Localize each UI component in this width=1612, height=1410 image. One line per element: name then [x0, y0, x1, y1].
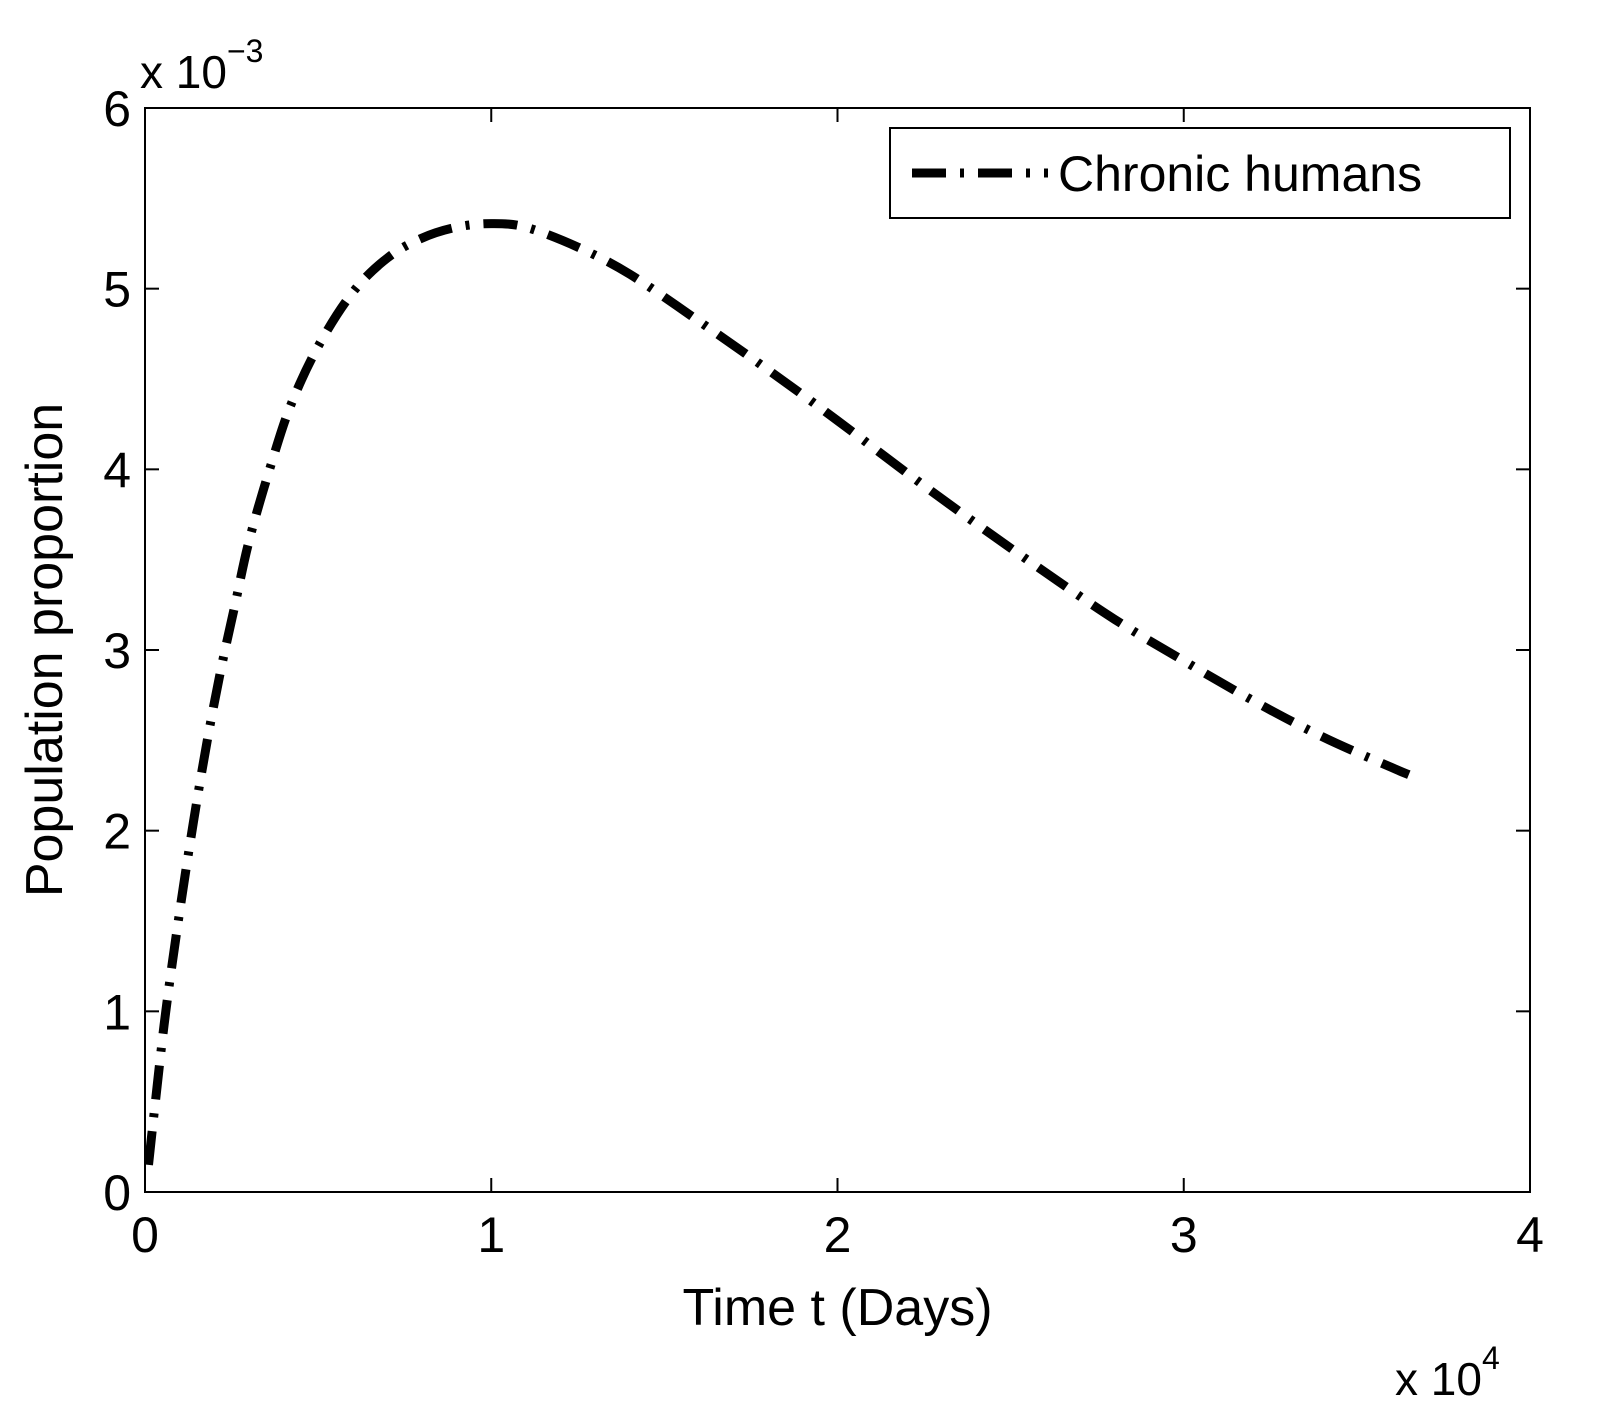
- x-tick-label: 0: [131, 1207, 159, 1263]
- y-axis-label: Population proportion: [16, 403, 74, 897]
- x-tick-label: 3: [1170, 1207, 1198, 1263]
- y-tick-label: 3: [103, 623, 131, 679]
- y-axis-ticks: 0 1 2 3 4 5 6: [103, 81, 1530, 1221]
- series-line-chronic-humans: [144, 219, 1411, 1166]
- x-tick-label: 1: [477, 1207, 505, 1263]
- x-multiplier-base: x 10: [1395, 1353, 1482, 1405]
- y-tick-label: 4: [103, 442, 131, 498]
- legend-label-chronic-humans: Chronic humans: [1058, 146, 1422, 202]
- y-tick-label: 0: [103, 1165, 131, 1221]
- x-axis-label: Time t (Days): [682, 1279, 992, 1337]
- y-multiplier-exponent: −3: [227, 33, 263, 69]
- x-axis-multiplier: x 104: [1395, 1340, 1500, 1405]
- y-tick-label: 5: [103, 262, 131, 318]
- x-multiplier-exponent: 4: [1482, 1340, 1500, 1376]
- legend: Chronic humans: [889, 127, 1511, 219]
- x-tick-label: 2: [824, 1207, 852, 1263]
- x-tick-label: 4: [1516, 1207, 1544, 1263]
- x-axis-ticks: 0 1 2 3 4: [131, 108, 1544, 1263]
- y-axis-multiplier: x 10−3: [140, 33, 263, 98]
- y-multiplier-base: x 10: [140, 46, 227, 98]
- y-tick-label: 2: [103, 804, 131, 860]
- y-tick-label: 1: [103, 984, 131, 1040]
- y-tick-label: 6: [103, 81, 131, 137]
